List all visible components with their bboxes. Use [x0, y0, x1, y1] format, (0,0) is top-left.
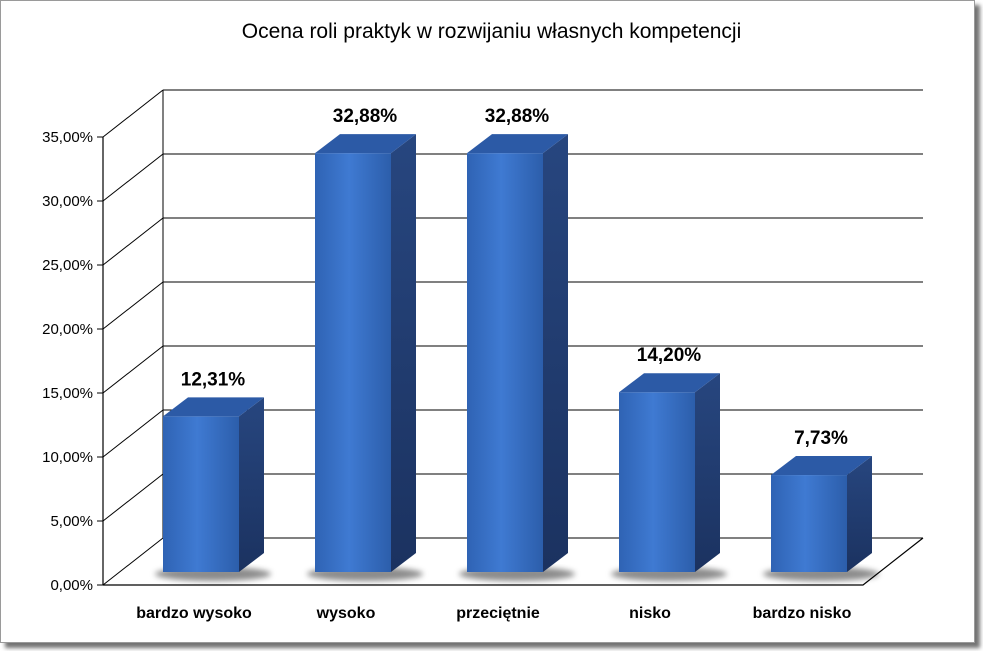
bar-top: [315, 134, 416, 154]
bar-1: [155, 397, 271, 581]
bar-side: [391, 134, 416, 573]
gridline-depth: [102, 537, 164, 586]
data-label: 12,31%: [181, 369, 246, 390]
y-tick-label: 10,00%: [42, 449, 93, 466]
bar-front: [771, 475, 847, 572]
bar-side: [239, 397, 264, 572]
bar-top: [467, 134, 568, 154]
bar-front: [163, 416, 239, 572]
x-tick-label: bardzo nisko: [753, 605, 852, 622]
y-tick-label: 20,00%: [42, 321, 93, 338]
y-tick-label: 35,00%: [42, 129, 93, 146]
x-tick-label: nisko: [629, 605, 671, 622]
x-tick-label: wysoko: [316, 605, 376, 622]
bar-3: [459, 134, 575, 581]
y-tick-label: 25,00%: [42, 257, 93, 274]
data-label: 7,73%: [794, 428, 848, 449]
y-tick-label: 15,00%: [42, 385, 93, 402]
bar-front: [467, 153, 543, 573]
bar-top: [163, 397, 264, 417]
gridline-depth: [102, 153, 164, 202]
gridline-depth: [102, 281, 164, 330]
bar-2: [307, 134, 423, 581]
y-tick-label: 5,00%: [50, 513, 93, 530]
bar-front: [619, 392, 695, 572]
bar-side: [847, 456, 872, 572]
x-tick-label: bardzo wysoko: [136, 605, 252, 622]
x-axis-floor: [103, 537, 924, 586]
x-tick-label: przeciętnie: [456, 605, 540, 622]
bar-side: [695, 373, 720, 572]
bar-side: [543, 134, 568, 573]
y-tick-label: 0,00%: [50, 577, 93, 594]
bar-front: [315, 153, 391, 573]
chart-title: Ocena roli praktyk w rozwijaniu własnych…: [241, 20, 742, 43]
bar-top: [619, 373, 720, 393]
bar-5: [763, 456, 879, 581]
y-tick-label: 30,00%: [42, 193, 93, 210]
data-label: 32,88%: [333, 106, 398, 127]
data-label: 32,88%: [485, 106, 550, 127]
gridline-depth: [102, 409, 164, 458]
gridline-depth: [102, 345, 164, 394]
gridline-depth: [102, 89, 164, 138]
bar-4: [611, 373, 727, 581]
gridline-depth: [102, 473, 164, 522]
bar-top: [771, 456, 872, 476]
data-label: 14,20%: [637, 345, 702, 366]
gridline-depth: [102, 217, 164, 266]
